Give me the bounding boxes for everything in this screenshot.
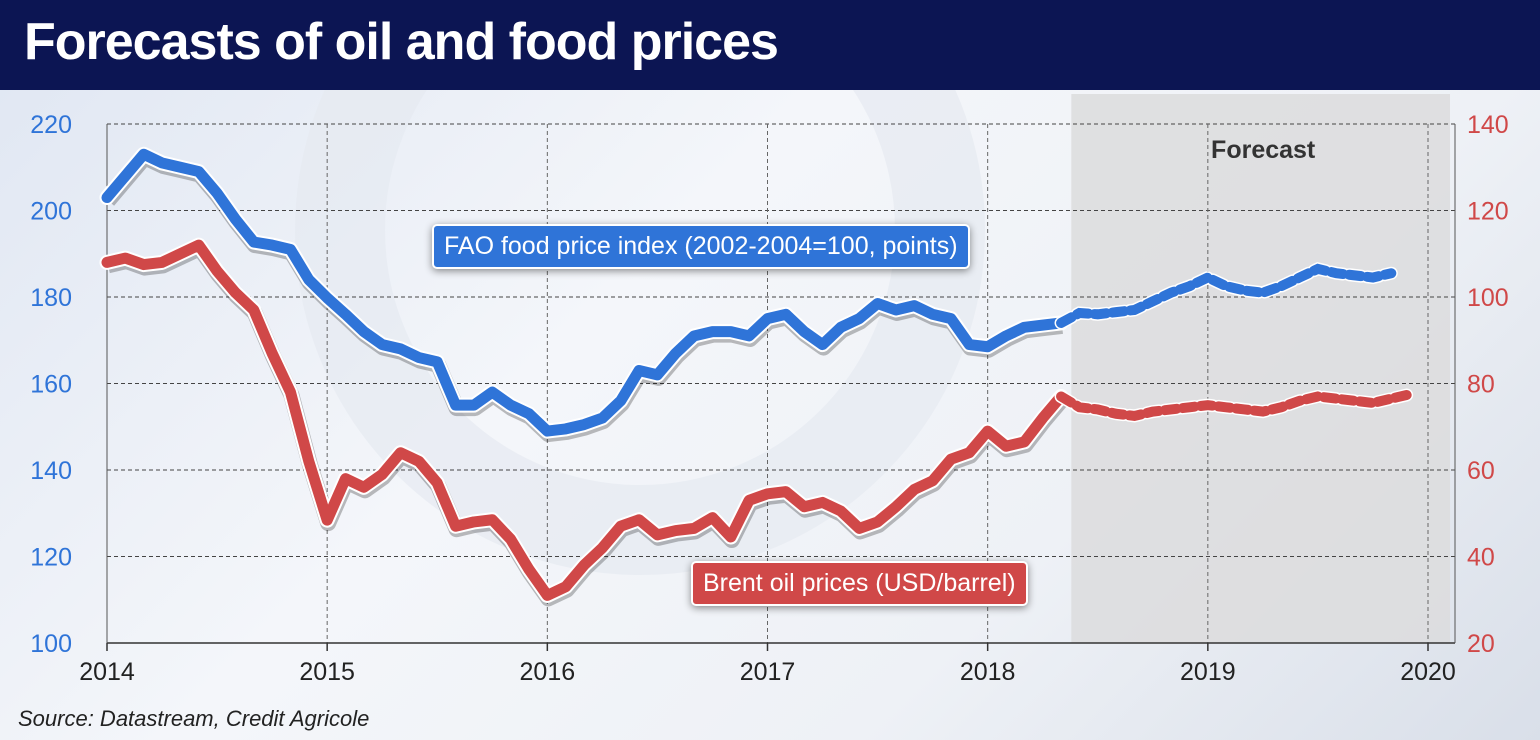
- x-tick-label: 2020: [1400, 658, 1456, 686]
- y-right-tick-label: 20: [1467, 630, 1495, 658]
- oil-line-historical: [101, 239, 1067, 601]
- title-bar: Forecasts of oil and food prices: [0, 0, 1540, 90]
- food-line-historical: [101, 148, 1067, 437]
- y-left-tick-label: 120: [30, 544, 72, 572]
- y-right-tick-label: 100: [1467, 284, 1509, 312]
- forecast-label: Forecast: [1211, 136, 1316, 164]
- y-left-tick-label: 180: [30, 284, 72, 312]
- forecast-region: [1071, 94, 1451, 643]
- source-note: Source: Datastream, Credit Agricole: [18, 706, 370, 731]
- y-right-tick-label: 40: [1467, 544, 1495, 572]
- y-right-tick-label: 120: [1467, 198, 1509, 226]
- y-left-tick-label: 140: [30, 457, 72, 485]
- y-right-tick-label: 60: [1467, 457, 1495, 485]
- x-tick-label: 2019: [1180, 658, 1236, 686]
- chart-title: Forecasts of oil and food prices: [24, 13, 779, 71]
- x-tick-label: 2018: [960, 658, 1016, 686]
- y-left-tick-label: 160: [30, 371, 72, 399]
- x-tick-label: 2016: [520, 658, 576, 686]
- x-tick-label: 2014: [79, 658, 135, 686]
- y-left-tick-label: 220: [30, 111, 72, 139]
- legend-food-label: FAO food price index (2002-2004=100, poi…: [432, 224, 970, 269]
- y-left-tick-label: 100: [30, 630, 72, 658]
- food-line-forecast: [1056, 263, 1397, 328]
- x-tick-label: 2017: [740, 658, 796, 686]
- y-right-tick-label: 80: [1467, 371, 1495, 399]
- y-right-tick-label: 140: [1467, 111, 1509, 139]
- x-tick-label: 2015: [299, 658, 355, 686]
- y-left-tick-label: 200: [30, 198, 72, 226]
- oil-line-forecast: [1056, 389, 1415, 422]
- legend-oil-label: Brent oil prices (USD/barrel): [691, 561, 1028, 606]
